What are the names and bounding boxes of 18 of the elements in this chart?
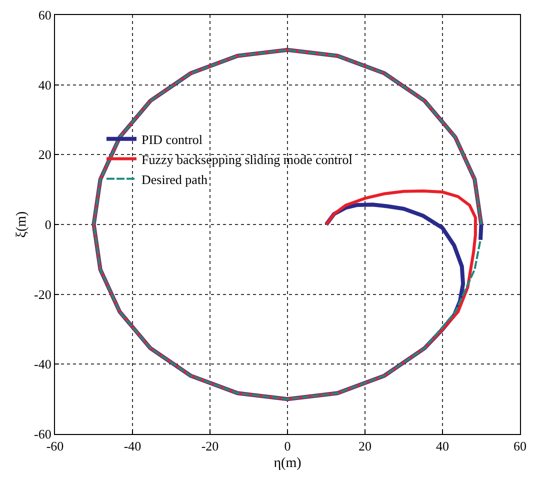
- x-tick-label: 60: [514, 438, 526, 454]
- x-axis-title: η(m): [274, 456, 302, 471]
- x-tick-label: 20: [358, 438, 372, 454]
- y-tick-label: 40: [38, 77, 52, 92]
- y-tick-label: 60: [38, 8, 52, 23]
- legend-label: PID control: [142, 132, 203, 147]
- x-tick-label: -20: [201, 438, 219, 454]
- y-tick-label: 0: [44, 217, 52, 232]
- x-tick-label: 40: [436, 438, 449, 454]
- x-tick-label: -40: [124, 438, 142, 454]
- y-tick-label: 20: [38, 147, 52, 162]
- legend-label: Desired path: [142, 172, 208, 187]
- x-tick-label: 0: [284, 438, 291, 454]
- y-tick-label: -60: [34, 426, 52, 442]
- y-tick-label: -40: [34, 356, 52, 372]
- y-axis-title: ξ(m): [14, 210, 30, 238]
- legend-label: Fuzzy backsepping sliding mode control: [142, 152, 353, 167]
- y-tick-label: -20: [34, 286, 52, 302]
